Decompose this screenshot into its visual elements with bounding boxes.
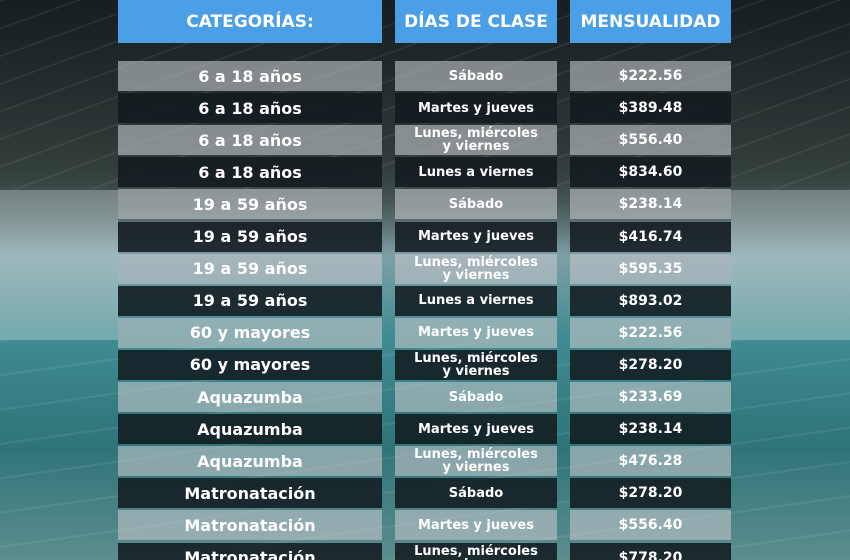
monthly-fee-cell: $416.74 [570, 221, 731, 252]
monthly-fee-cell: $222.56 [570, 61, 731, 91]
class-days-cell: Lunes a viernes [395, 157, 557, 188]
category-cell: 60 y mayores [118, 349, 382, 380]
background-wall [731, 190, 850, 340]
category-cell: Aquazumba [118, 414, 382, 445]
monthly-fee-cell: $233.69 [570, 382, 731, 412]
class-days-cell: Lunes, miércoles y viernes [395, 253, 557, 284]
category-cell: 6 a 18 años [118, 61, 382, 91]
class-days-cell: Lunes a viernes [395, 285, 557, 316]
monthly-fee-cell: $778.20 [570, 542, 731, 560]
category-cell: Matronatación [118, 542, 382, 560]
class-days-cell: Lunes, miércoles y viernes [395, 125, 557, 156]
category-cell: 60 y mayores [118, 317, 382, 348]
class-days-cell: Lunes, miércoles y viernes [395, 446, 557, 477]
category-cell: 19 a 59 años [118, 189, 382, 220]
monthly-fee-cell: $893.02 [570, 285, 731, 316]
class-days-cell: Sábado [395, 478, 557, 509]
monthly-fee-cell: $595.35 [570, 253, 731, 284]
class-days-cell: Lunes, miércoles y viernes [395, 542, 557, 560]
class-days-cell: Martes y jueves [395, 414, 557, 445]
class-days-cell: Martes y jueves [395, 93, 557, 124]
monthly-fee-cell: $238.14 [570, 414, 731, 445]
monthly-fee-cell: $476.28 [570, 446, 731, 477]
monthly-fee-cell: $222.56 [570, 317, 731, 348]
category-cell: Aquazumba [118, 446, 382, 477]
class-days-cell: Martes y jueves [395, 221, 557, 252]
class-days-cell: Lunes, miércoles y viernes [395, 349, 557, 380]
column-header: CATEGORÍAS: [118, 0, 382, 43]
column-header: MENSUALIDAD [570, 0, 731, 43]
monthly-fee-cell: $278.20 [570, 349, 731, 380]
class-days-cell: Martes y jueves [395, 317, 557, 348]
category-cell: Matronatación [118, 478, 382, 509]
class-days-cell: Sábado [395, 382, 557, 412]
class-days-cell: Sábado [395, 61, 557, 91]
category-cell: 19 a 59 años [118, 253, 382, 284]
monthly-fee-cell: $278.20 [570, 478, 731, 509]
category-cell: 6 a 18 años [118, 125, 382, 156]
monthly-fee-cell: $556.40 [570, 125, 731, 156]
background-wall [0, 190, 118, 340]
category-cell: 6 a 18 años [118, 157, 382, 188]
monthly-fee-cell: $556.40 [570, 510, 731, 541]
category-cell: 19 a 59 años [118, 285, 382, 316]
category-cell: 6 a 18 años [118, 93, 382, 124]
monthly-fee-cell: $238.14 [570, 189, 731, 220]
category-cell: Matronatación [118, 510, 382, 541]
category-cell: Aquazumba [118, 382, 382, 412]
class-days-cell: Martes y jueves [395, 510, 557, 541]
class-days-cell: Sábado [395, 189, 557, 220]
category-cell: 19 a 59 años [118, 221, 382, 252]
column-header: DÍAS DE CLASE [395, 0, 557, 43]
monthly-fee-cell: $389.48 [570, 93, 731, 124]
monthly-fee-cell: $834.60 [570, 157, 731, 188]
